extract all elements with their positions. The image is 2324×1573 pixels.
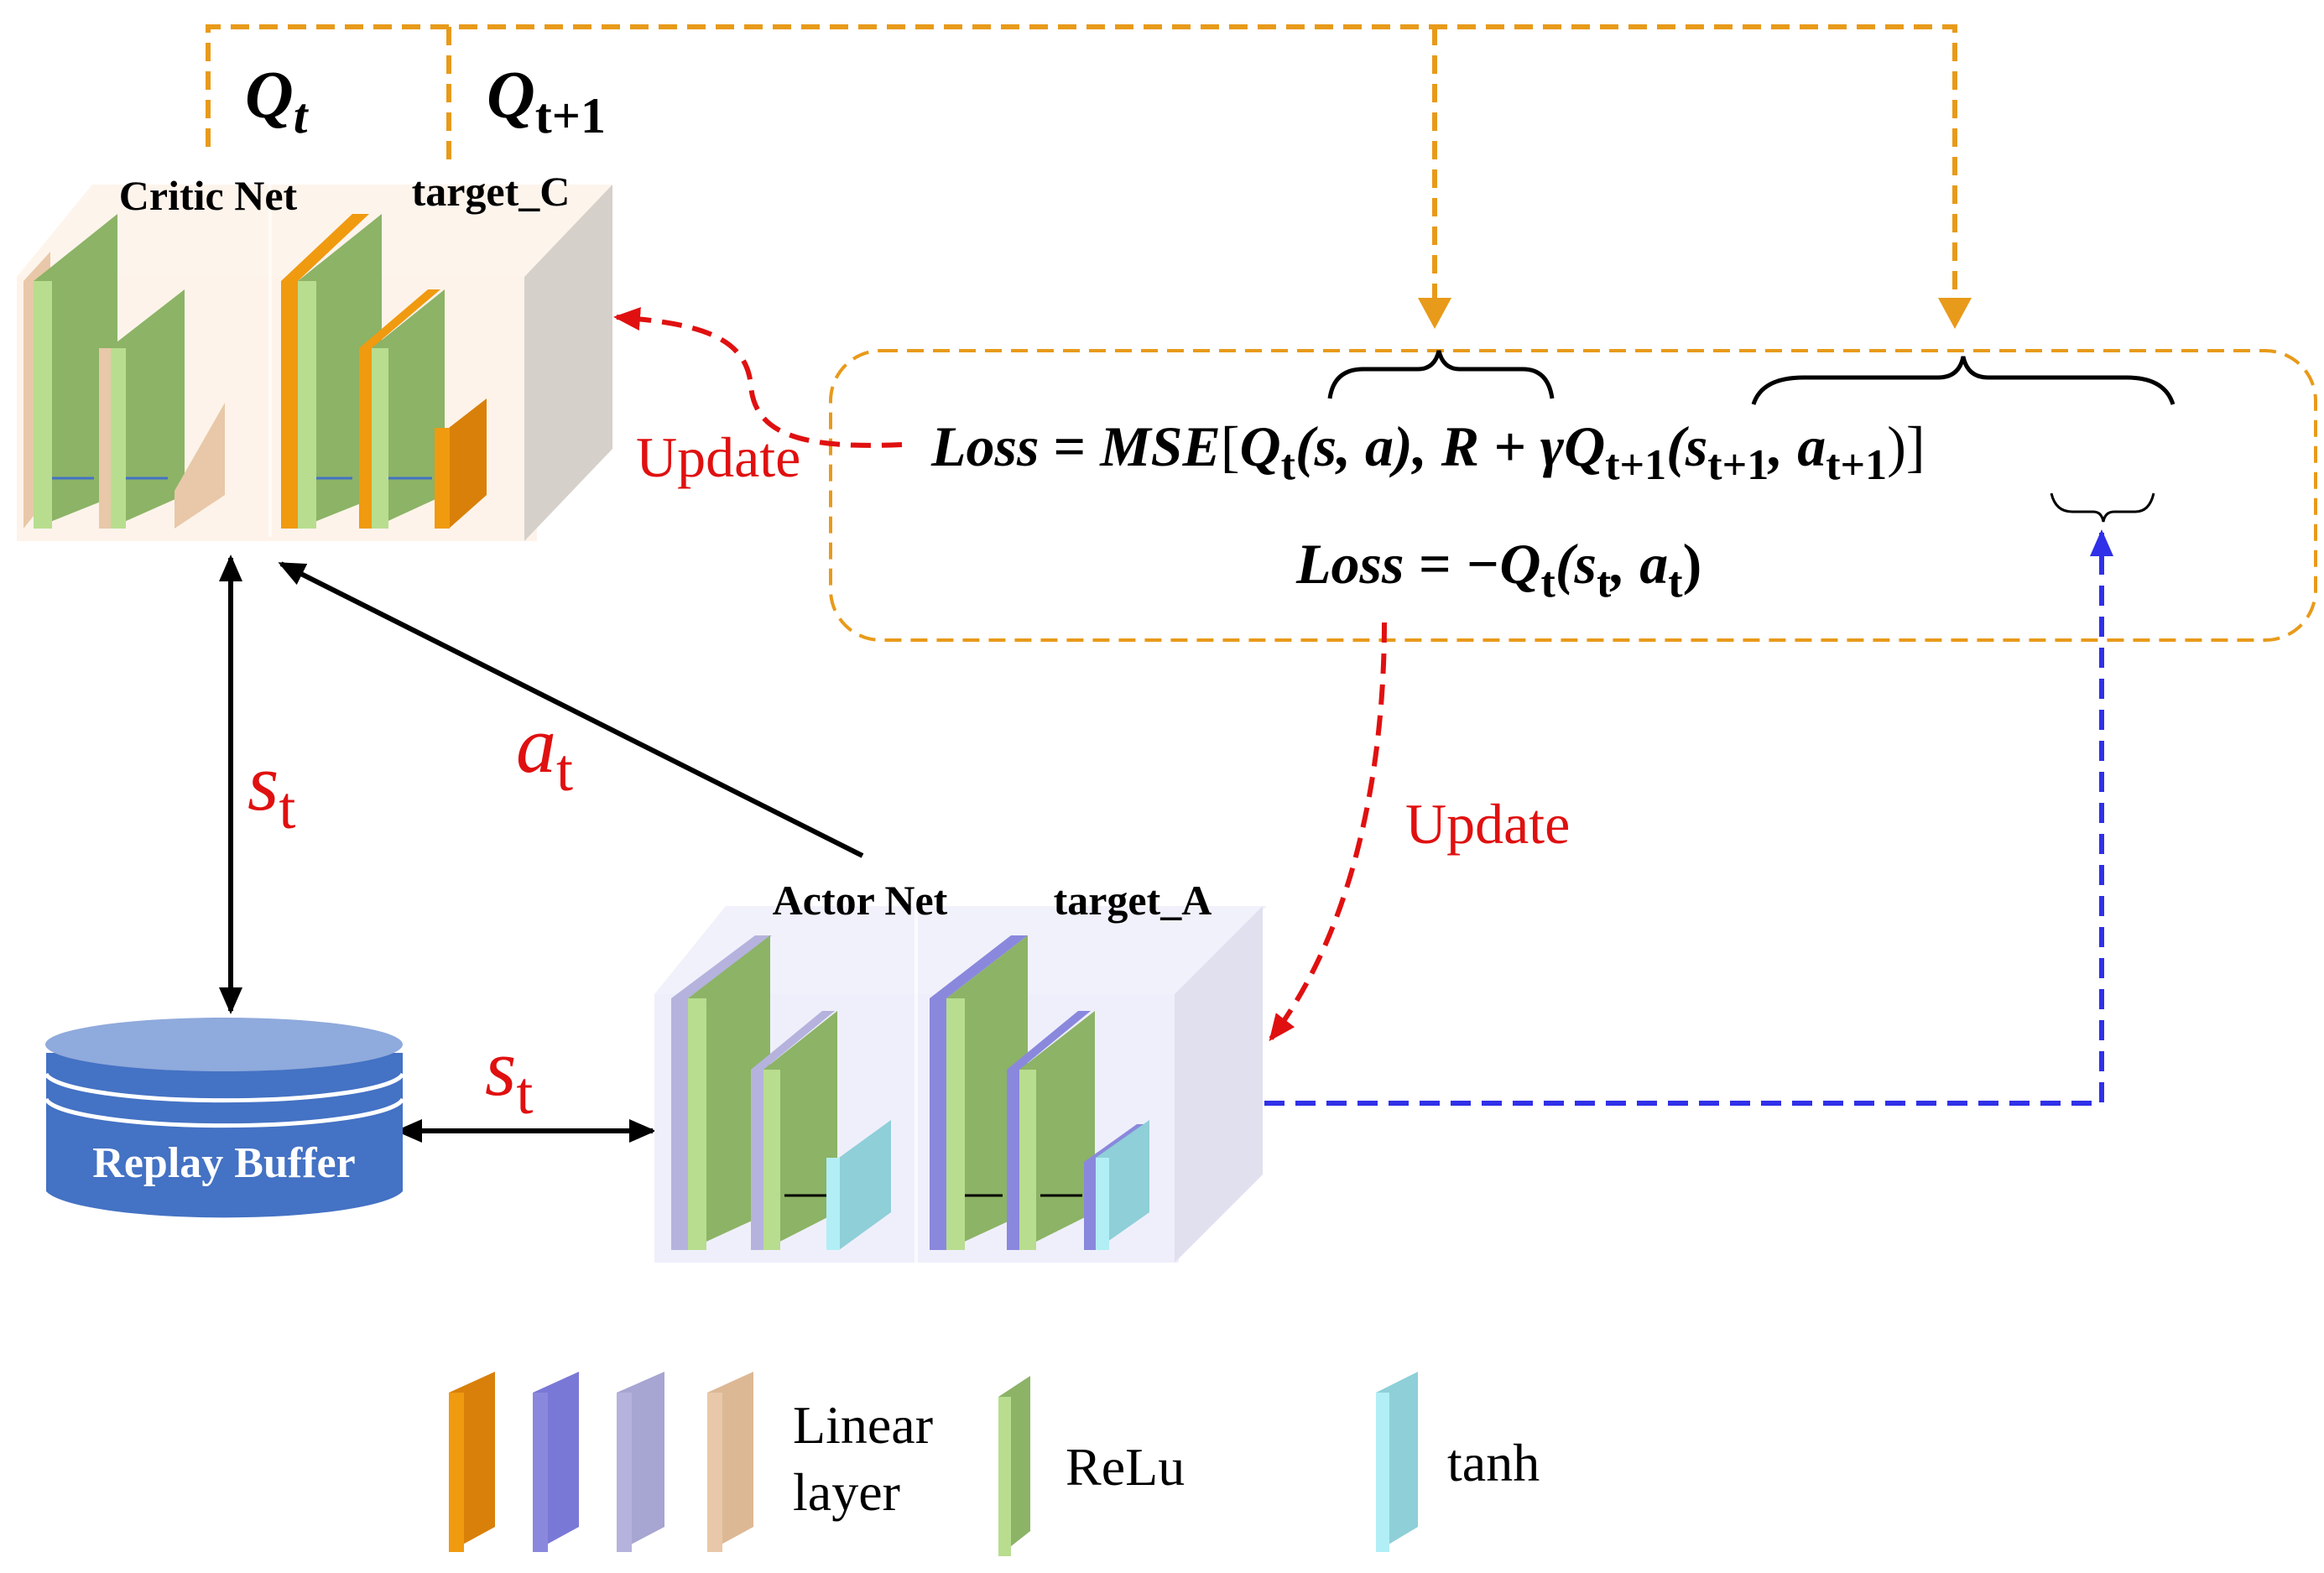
legend-linear-label: Linear layer: [793, 1395, 933, 1522]
target-c-linear-face: [281, 281, 298, 529]
legend-tanh-layer: [1376, 1372, 1418, 1552]
legend-linear-orange: [449, 1372, 495, 1552]
replay-buffer: Replay Buffer: [44, 1018, 405, 1218]
actor-relu-1-face: [688, 998, 706, 1250]
action-critic-arrow: [278, 561, 864, 858]
target-a-relu-1-face: [946, 998, 965, 1250]
q-t1-label: Qt+1: [487, 59, 606, 143]
actor-net-label: Actor Net: [773, 877, 948, 924]
critic-box-divider: [268, 185, 272, 537]
a-t-label: at: [516, 700, 573, 804]
target-c-layers: [281, 214, 487, 529]
legend-linear-lavender: [617, 1372, 664, 1552]
legend-linear-tan: [707, 1372, 753, 1552]
buffer-body: [46, 1053, 403, 1218]
target-a-layers: [930, 935, 1149, 1250]
brace-a-t1: [2050, 492, 2155, 523]
legend: Linear layer ReLu tanh: [449, 1372, 1540, 1556]
target-c-linear-2-side: [359, 289, 440, 348]
critic-net-layers: [23, 214, 225, 529]
brace-q-t1: [1751, 356, 2175, 405]
target-c-output-face: [435, 428, 450, 529]
critic-net-label: Critic Net: [119, 172, 298, 219]
actor-net-layers: [671, 935, 891, 1250]
target-c-linear-side: [281, 214, 369, 281]
legend-linear-purple: [533, 1372, 579, 1552]
update-critic-label: Update: [636, 425, 800, 489]
q-t1-arrowhead: [1938, 298, 1972, 329]
q-t-label: Qt: [245, 59, 310, 143]
update-actor-arrow: [1269, 622, 1387, 1042]
s-t-vertical-label: st: [248, 737, 295, 841]
actor-linear-2-side: [751, 1011, 835, 1070]
target-action-arrow: [1233, 529, 2113, 1106]
target-a-linear-1-face: [930, 998, 946, 1250]
legend-relu-label: ReLu: [1066, 1437, 1185, 1497]
target-a-linear-2-face: [1007, 1070, 1019, 1250]
target-a-relu-2-face: [1019, 1070, 1036, 1250]
critic-relu-layer-2-side: [109, 289, 185, 529]
critic-relu-layer-1-side: [34, 214, 117, 529]
update-actor-label: Update: [1405, 792, 1570, 856]
target-a-linear-1-side: [930, 935, 1028, 998]
target-a-linear-3-face: [1084, 1162, 1096, 1250]
update-critic-arrow: [613, 307, 903, 448]
loss-box: [829, 349, 2317, 642]
actor-tanh-side: [839, 1120, 891, 1250]
target-c-linear-2-face: [359, 348, 372, 529]
critic-output-layer: [175, 403, 225, 529]
actor-linear-1-face: [671, 998, 688, 1250]
target-a-relu-2-side: [1019, 1011, 1095, 1250]
actor-network: Actor Net target_A: [654, 877, 1267, 1263]
actor-box-side: [1175, 906, 1263, 1263]
legend-relu-layer: [998, 1376, 1030, 1556]
target-c-label: target_C: [412, 168, 571, 215]
critic-box-top: [17, 185, 612, 277]
actor-relu-2-face: [763, 1070, 780, 1250]
s-t-horizontal-label: st: [485, 1023, 533, 1127]
replay-buffer-label: Replay Buffer: [92, 1139, 355, 1187]
critic-relu-layer-2-face: [109, 348, 126, 529]
target-a-linear-2-side: [1007, 1011, 1091, 1070]
critic-box-side: [524, 185, 612, 541]
target-c-output-side: [449, 398, 487, 529]
target-c-relu-1-face: [298, 281, 316, 529]
actor-linear-2-face: [751, 1070, 763, 1250]
target-a-tanh-face: [1096, 1158, 1109, 1250]
actor-relu-1-side: [688, 935, 770, 1250]
actor-linear-1-side: [671, 935, 772, 998]
buffer-top: [45, 1018, 403, 1071]
loss-equation-1: Loss = MSE[Qt(s, a), R + γQt+1(st+1, at+…: [930, 414, 1925, 489]
actor-tanh-face: [826, 1158, 840, 1250]
actor-relu-2-side: [763, 1011, 837, 1250]
brace-q-t: [1327, 350, 1555, 399]
critic-linear-layer-2: [99, 348, 111, 529]
target-c-relu-2-face: [372, 348, 388, 529]
buffer-ring-2: [44, 1097, 405, 1128]
actor-box-divider: [914, 906, 918, 1263]
critic-network: Critic Net target_C: [17, 168, 612, 541]
target-a-label: target_A: [1054, 877, 1212, 924]
target-c-relu-2-side: [372, 289, 445, 529]
actor-box-top: [654, 906, 1267, 994]
loss-equation-2: Loss = −Qt(st, at): [1295, 532, 1701, 607]
buffer-ring-1: [44, 1072, 405, 1103]
q-t-bracket-line: [206, 24, 1957, 298]
q-feedback-lines: [206, 24, 1957, 298]
critic-relu-layer-1-face: [34, 281, 52, 529]
q-t-arrowhead: [1418, 298, 1451, 329]
legend-tanh-label: tanh: [1447, 1433, 1540, 1492]
